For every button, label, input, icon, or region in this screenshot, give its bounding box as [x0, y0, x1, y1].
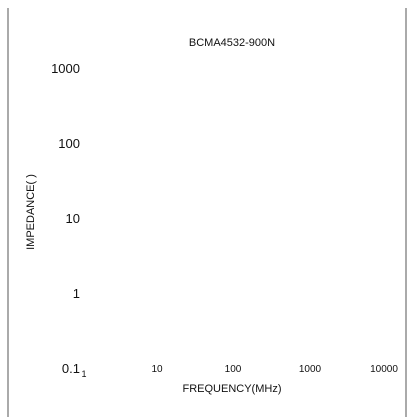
- y-axis-label: IMPEDANCE( ): [25, 174, 37, 250]
- y-tick-label: 100: [58, 136, 80, 151]
- chart-title: BCMA4532-900N: [189, 37, 275, 49]
- y-tick-label: 1000: [51, 61, 80, 76]
- y-tick-label: 1: [73, 286, 80, 301]
- x-tick-label: 100: [225, 364, 242, 375]
- y-tick-label: 0.1: [62, 361, 80, 376]
- x-tick-labels: 1 10 100 1000 10000: [81, 364, 398, 379]
- x-tick-label: 10000: [370, 364, 398, 375]
- x-tick-label: 1000: [299, 364, 322, 375]
- y-tick-label: 10: [66, 211, 80, 226]
- x-axis-label: FREQUENCY(MHz): [183, 383, 282, 395]
- x-tick-label: 10: [151, 364, 163, 375]
- y-tick-labels: 1000 100 10 1 0.1: [51, 61, 80, 376]
- x-tick-label: 1: [81, 369, 86, 379]
